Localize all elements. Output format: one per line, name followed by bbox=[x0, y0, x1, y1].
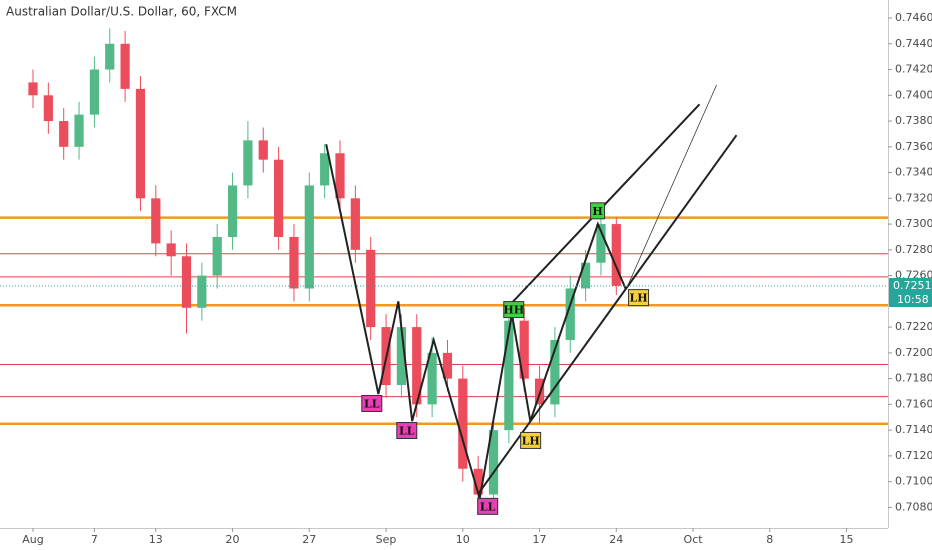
last-price-tag bbox=[889, 278, 932, 308]
candle-body bbox=[273, 159, 284, 237]
candle-body bbox=[550, 339, 560, 405]
candle-body bbox=[304, 185, 314, 289]
trend-drawing bbox=[627, 84, 717, 287]
candle-body bbox=[197, 275, 207, 308]
candle-body bbox=[43, 95, 53, 122]
candle-body bbox=[227, 185, 238, 237]
candle-body bbox=[151, 198, 161, 244]
candle-body bbox=[243, 140, 253, 186]
x-tick-label: 7 bbox=[91, 533, 98, 546]
countdown-label: 10:58 bbox=[897, 293, 929, 306]
candle-body bbox=[74, 114, 84, 147]
candle-body bbox=[212, 236, 222, 276]
candle-body bbox=[442, 352, 453, 379]
last-price-label: 0.72519 bbox=[893, 279, 932, 292]
candle-body bbox=[105, 43, 115, 70]
candle-body bbox=[488, 430, 499, 495]
pattern-label: LL bbox=[480, 500, 496, 513]
x-tick-label: 10 bbox=[456, 533, 470, 546]
pattern-label-box bbox=[396, 422, 418, 440]
candle-body bbox=[166, 243, 176, 257]
candle-body bbox=[396, 327, 407, 386]
x-tick-label: 8 bbox=[766, 533, 773, 546]
candle-body bbox=[320, 153, 330, 186]
pattern-label: LL bbox=[364, 397, 380, 410]
candle-body bbox=[473, 468, 483, 495]
candle-body bbox=[519, 320, 529, 379]
x-tick-label: 15 bbox=[840, 533, 854, 546]
candle-body bbox=[504, 320, 514, 431]
x-tick-label: 13 bbox=[149, 533, 163, 546]
x-tick-label: 17 bbox=[533, 533, 547, 546]
pattern-label: LH bbox=[629, 292, 647, 305]
pattern-label-box bbox=[361, 394, 383, 412]
candle-body bbox=[289, 236, 299, 289]
candle-body bbox=[580, 262, 591, 289]
candle-body bbox=[258, 140, 268, 160]
pattern-label: HH bbox=[503, 304, 524, 317]
pattern-label-box bbox=[477, 497, 499, 515]
candle-body bbox=[427, 352, 437, 405]
pattern-label-box bbox=[503, 301, 525, 319]
x-tick-label: 24 bbox=[609, 533, 623, 546]
candle-body bbox=[565, 288, 575, 340]
x-tick-label: Oct bbox=[684, 533, 704, 546]
candle-body bbox=[120, 43, 130, 89]
candle-body bbox=[59, 121, 69, 147]
candle-body bbox=[135, 88, 146, 199]
x-tick-label: Sep bbox=[376, 533, 397, 546]
y-tick-label: 0.74600 bbox=[895, 11, 932, 24]
pattern-label: LH bbox=[522, 434, 540, 447]
candle-body bbox=[28, 82, 38, 96]
pattern-label-box bbox=[590, 202, 606, 220]
candle-body bbox=[366, 249, 376, 328]
pattern-label: LL bbox=[399, 425, 415, 438]
chart-title: Australian Dollar/U.S. Dollar, 60, FXCM bbox=[6, 5, 237, 19]
candle-body bbox=[412, 327, 422, 405]
candle-body bbox=[596, 224, 606, 263]
pattern-label: H bbox=[592, 205, 602, 218]
x-tick-label: 27 bbox=[302, 533, 316, 546]
candle-body bbox=[335, 153, 345, 199]
candle-body bbox=[181, 256, 192, 308]
candle-body bbox=[611, 224, 621, 286]
trend-drawing bbox=[325, 144, 627, 499]
pattern-label-box bbox=[628, 289, 650, 307]
candle-body bbox=[89, 69, 100, 115]
pattern-label-box bbox=[520, 431, 542, 449]
x-tick-label: 20 bbox=[226, 533, 240, 546]
x-tick-label: Aug bbox=[22, 533, 43, 546]
candle-body bbox=[350, 198, 360, 250]
candle-body bbox=[458, 378, 468, 469]
